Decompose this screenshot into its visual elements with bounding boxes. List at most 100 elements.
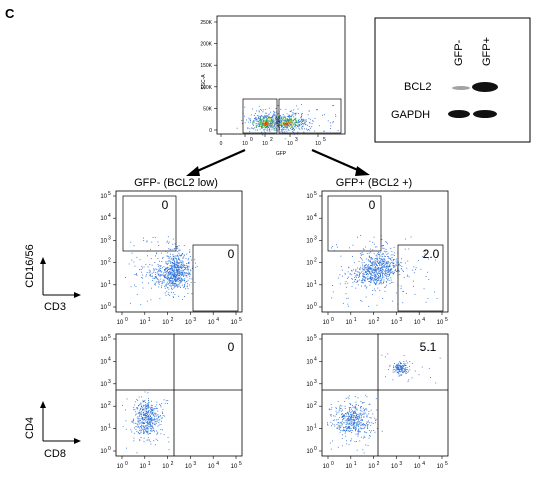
scatter-dot [158,279,160,281]
scatter-dot [167,255,169,257]
scatter-dot [141,265,143,267]
scatter-dot [380,272,382,274]
scatter-dot [165,284,167,285]
scatter-dot [258,117,260,119]
scatter-dot [340,425,341,427]
scatter-dot [376,275,377,277]
scatter-dot [297,126,299,128]
scatter-dot [177,279,179,281]
scatter-dot [131,421,133,423]
scatter-dot [181,275,183,276]
scatter-dot [274,111,275,113]
scatter-dot [168,281,170,283]
scatter-dot [362,264,363,266]
scatter-dot [402,291,404,292]
scatter-dot [355,433,357,435]
x-tick-exp: 0 [331,461,334,467]
scatter-dot [420,268,422,270]
scatter-dot [347,427,349,428]
scatter-dot [150,420,152,422]
scatter-dot [178,263,180,265]
scatter-dot [273,112,275,114]
scatter-dot [343,418,344,420]
scatter-dot [185,267,187,269]
scatter-dot [139,414,141,416]
scatter-dot [435,259,436,261]
scatter-dot [267,125,269,127]
scatter-dot [345,419,347,421]
scatter-dot [292,128,294,130]
scatter-dot [366,253,368,254]
scatter-dot [143,240,145,241]
scatter-dot [253,124,254,126]
scatter-dot [400,287,402,289]
scatter-dot [174,280,176,282]
scatter-dot [182,257,184,259]
scatter-dot [387,279,388,281]
scatter-dot [351,438,353,440]
scatter-dot [338,422,339,423]
scatter-dot [345,413,347,415]
scatter-dot [153,419,155,420]
scatter-dot [376,278,378,280]
row1-left-ul-gate [122,195,177,252]
scatter-dot [144,400,146,401]
scatter-dot [133,422,135,424]
arrow-right [311,148,361,173]
scatter-dot [301,124,303,125]
scatter-dot [148,425,149,427]
scatter-dot [382,273,383,275]
scatter-dot [164,269,166,271]
scatter-dot [380,255,382,257]
scatter-dot [401,366,402,368]
scatter-dot [351,278,353,280]
scatter-dot [271,129,273,131]
scatter-dot [428,350,430,352]
scatter-dot [349,410,351,411]
gfp-positive-gate [278,98,342,134]
scatter-dot [297,108,299,110]
scatter-dot [281,124,283,126]
scatter-dot [358,277,360,278]
scatter-dot [378,263,380,264]
scatter-dot [173,248,175,250]
scatter-dot [380,259,382,260]
scatter-dot [278,117,279,119]
row1-left-ul-pct: 0 [162,198,169,212]
scatter-dot [349,411,351,413]
scatter-dot [261,126,263,127]
scatter-dot [333,424,335,426]
y-tick-exp: 3 [314,235,317,241]
x-tick-exp: 3 [399,461,402,467]
scatter-dot [338,409,340,411]
scatter-dot [286,116,288,117]
scatter-dot [296,120,297,122]
scatter-dot [332,423,333,425]
top-plot-frame [216,15,346,135]
scatter-dot [370,261,371,263]
scatter-dot [189,256,191,257]
scatter-dot [378,277,380,278]
scatter-dot [134,408,136,410]
scatter-dot [376,282,377,284]
scatter-dot [266,129,268,131]
scatter-dot [178,257,180,259]
scatter-dot [281,125,282,127]
scatter-dot [159,275,161,276]
scatter-dot [353,272,355,274]
x-tick-exp: 2 [171,461,174,467]
scatter-dot [329,414,331,416]
scatter-dot [170,276,172,278]
scatter-dot [382,259,384,260]
scatter-dot [280,125,282,126]
scatter-dot [292,127,293,129]
scatter-dot [249,119,251,121]
scatter-dot [261,115,263,117]
scatter-dot [261,119,263,120]
scatter-dot [382,275,384,277]
scatter-dot [262,109,264,111]
scatter-dot [175,282,177,284]
scatter-dot [294,128,295,130]
scatter-dot [310,127,311,129]
scatter-dot [182,273,184,275]
